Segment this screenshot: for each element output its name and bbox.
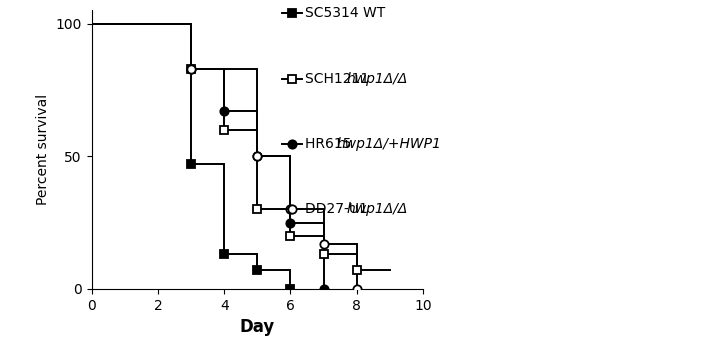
Text: SC5314 WT: SC5314 WT — [305, 6, 386, 20]
Text: hwp1Δ/Δ: hwp1Δ/Δ — [346, 203, 407, 216]
Text: hwp1Δ/Δ: hwp1Δ/Δ — [347, 72, 408, 86]
X-axis label: Day: Day — [240, 318, 275, 336]
Text: DD27-U1: DD27-U1 — [305, 203, 373, 216]
Y-axis label: Percent survival: Percent survival — [36, 94, 50, 205]
Text: hwp1Δ/+HWP1: hwp1Δ/+HWP1 — [336, 137, 441, 151]
Text: SCH1211: SCH1211 — [305, 72, 374, 86]
Text: HR615: HR615 — [305, 137, 356, 151]
